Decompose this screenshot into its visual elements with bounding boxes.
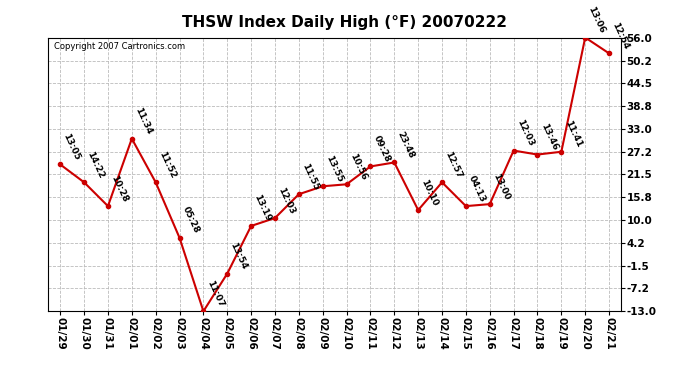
Text: 13:06: 13:06 xyxy=(586,5,607,35)
Text: 10:10: 10:10 xyxy=(420,178,440,207)
Text: 13:00: 13:00 xyxy=(491,172,511,201)
Text: Copyright 2007 Cartronics.com: Copyright 2007 Cartronics.com xyxy=(54,42,185,51)
Text: 11:07: 11:07 xyxy=(205,279,225,309)
Text: 13:55: 13:55 xyxy=(324,154,344,183)
Text: 11:55: 11:55 xyxy=(300,162,320,191)
Text: THSW Index Daily High (°F) 20070222: THSW Index Daily High (°F) 20070222 xyxy=(182,15,508,30)
Text: 09:28: 09:28 xyxy=(372,134,392,164)
Text: 10:56: 10:56 xyxy=(348,152,368,182)
Text: 14:22: 14:22 xyxy=(86,150,106,180)
Text: 12:57: 12:57 xyxy=(444,150,464,180)
Text: 04:13: 04:13 xyxy=(467,174,488,203)
Text: 11:34: 11:34 xyxy=(133,106,153,136)
Text: 13:05: 13:05 xyxy=(61,132,82,162)
Text: 12:03: 12:03 xyxy=(515,118,535,148)
Text: 11:41: 11:41 xyxy=(563,119,583,149)
Text: 13:54: 13:54 xyxy=(228,241,249,271)
Text: 13:46: 13:46 xyxy=(539,122,559,152)
Text: 23:48: 23:48 xyxy=(395,130,416,160)
Text: 12:54: 12:54 xyxy=(611,21,631,51)
Text: 13:19: 13:19 xyxy=(253,194,273,223)
Text: 12:03: 12:03 xyxy=(277,186,297,215)
Text: 10:28: 10:28 xyxy=(109,174,130,203)
Text: 05:28: 05:28 xyxy=(181,206,201,235)
Text: 11:52: 11:52 xyxy=(157,150,177,180)
